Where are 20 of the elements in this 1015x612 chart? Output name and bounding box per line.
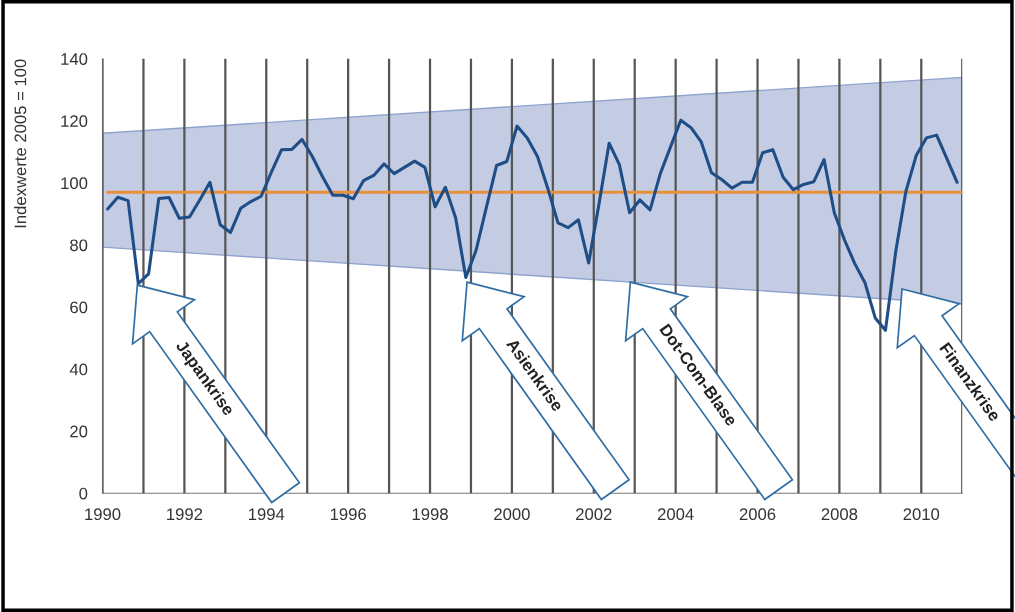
x-tick-label: 1990 <box>85 508 121 521</box>
y-tick-label: 0 <box>79 487 88 500</box>
x-tick-label: 2002 <box>576 508 612 521</box>
x-tick-label: 2010 <box>903 508 940 521</box>
x-tick-label: 1998 <box>412 508 448 521</box>
y-tick-label: 40 <box>69 363 88 376</box>
y-tick-label: 140 <box>61 53 88 65</box>
x-tick-label: 1992 <box>167 508 203 521</box>
y-tick-label: 100 <box>61 177 88 190</box>
x-tick-label: 2008 <box>821 508 858 521</box>
x-tick-label: 2006 <box>739 508 776 521</box>
x-tick-label: 1996 <box>330 508 366 521</box>
y-tick-label: 20 <box>70 425 88 438</box>
y-axis-title: Indexwerte 2005 = 100 <box>14 59 27 228</box>
y-tick-label: 60 <box>70 301 88 314</box>
x-tick-label: 2004 <box>657 508 694 521</box>
y-tick-label: 120 <box>61 115 88 128</box>
x-tick-label: 2000 <box>494 508 530 521</box>
x-tick-label: 1994 <box>249 508 285 521</box>
y-tick-label: 80 <box>70 239 88 252</box>
